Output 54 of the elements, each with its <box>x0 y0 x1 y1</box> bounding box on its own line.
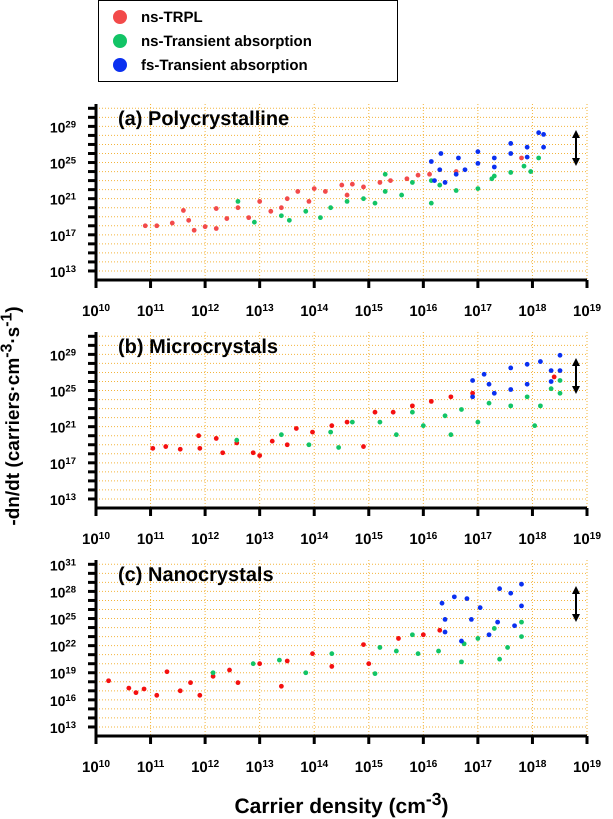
y-tick-label: 10$^{19}$ <box>50 665 76 682</box>
chart-title: (b) Microcrystals <box>118 336 278 358</box>
x-tick-label: 10$^{19}$ <box>572 758 602 776</box>
chart-title: (c) Nanocrystals <box>118 564 274 586</box>
x-tick-label: 10$^{11}$ <box>136 758 165 776</box>
x-tick-label: 10$^{14}$ <box>300 758 329 776</box>
x-tick-label: 10$^{14}$ <box>300 302 329 320</box>
y-tick-label: 10$^{29}$ <box>50 118 76 136</box>
y-tick-label: 10$^{13}$ <box>50 491 76 508</box>
x-tick-label: 10$^{10}$ <box>82 302 110 320</box>
x-tick-label: 10$^{16}$ <box>409 758 438 776</box>
x-axis-title: Carrier density (cm$^{-3}$) <box>234 789 448 818</box>
x-tick-label: 10$^{13}$ <box>246 302 274 320</box>
x-tick-label: 10$^{17}$ <box>464 758 492 776</box>
x-tick-label: 10$^{15}$ <box>354 302 384 320</box>
x-tick-label: 10$^{12}$ <box>191 530 220 548</box>
y-tick-label: 10$^{29}$ <box>50 346 76 364</box>
x-tick-label: 10$^{13}$ <box>246 530 274 548</box>
x-tick-label: 10$^{14}$ <box>300 530 329 548</box>
x-tick-label: 10$^{16}$ <box>409 530 438 548</box>
x-tick-label: 10$^{15}$ <box>354 758 384 776</box>
x-tick-label: 10$^{10}$ <box>82 530 110 548</box>
y-tick-label: 10$^{13}$ <box>50 263 76 280</box>
y-tick-label: 10$^{28}$ <box>50 584 76 600</box>
y-tick-label: 10$^{21}$ <box>50 419 77 436</box>
legend-label: ns-TRPL <box>141 8 203 26</box>
x-tick-label: 10$^{16}$ <box>409 302 438 320</box>
x-tick-label: 10$^{12}$ <box>191 302 220 320</box>
x-tick-label: 10$^{17}$ <box>464 530 492 548</box>
y-tick-label: 10$^{25}$ <box>50 383 77 400</box>
x-tick-label: 10$^{19}$ <box>572 302 602 320</box>
x-tick-label: 10$^{19}$ <box>572 530 602 548</box>
x-tick-label: 10$^{12}$ <box>191 758 220 776</box>
x-tick-label: 10$^{15}$ <box>354 530 384 548</box>
y-tick-label: 10$^{22}$ <box>50 638 76 655</box>
y-tick-label: 10$^{17}$ <box>50 455 76 472</box>
x-tick-label: 10$^{18}$ <box>518 302 547 320</box>
y-tick-label: 10$^{21}$ <box>50 191 77 208</box>
y-tick-label: 10$^{25}$ <box>50 611 77 628</box>
x-tick-label: 10$^{18}$ <box>518 758 547 776</box>
y-tick-label: 10$^{31}$ <box>50 556 77 574</box>
y-tick-label: 10$^{16}$ <box>50 692 76 709</box>
y-tick-label: 10$^{17}$ <box>50 227 76 244</box>
x-tick-label: 10$^{13}$ <box>246 758 274 776</box>
x-tick-label: 10$^{17}$ <box>464 302 492 320</box>
x-tick-label: 10$^{18}$ <box>518 530 547 548</box>
x-tick-label: 10$^{10}$ <box>82 758 110 776</box>
legend-label: fs-Transient absorption <box>141 56 308 74</box>
y-tick-label: 10$^{13}$ <box>50 719 76 736</box>
chart-title: (a) Polycrystalline <box>118 108 290 130</box>
x-tick-label: 10$^{11}$ <box>136 530 165 548</box>
legend-label: ns-Transient absorption <box>141 32 312 50</box>
x-tick-label: 10$^{11}$ <box>136 302 165 320</box>
y-tick-label: 10$^{25}$ <box>50 155 77 172</box>
